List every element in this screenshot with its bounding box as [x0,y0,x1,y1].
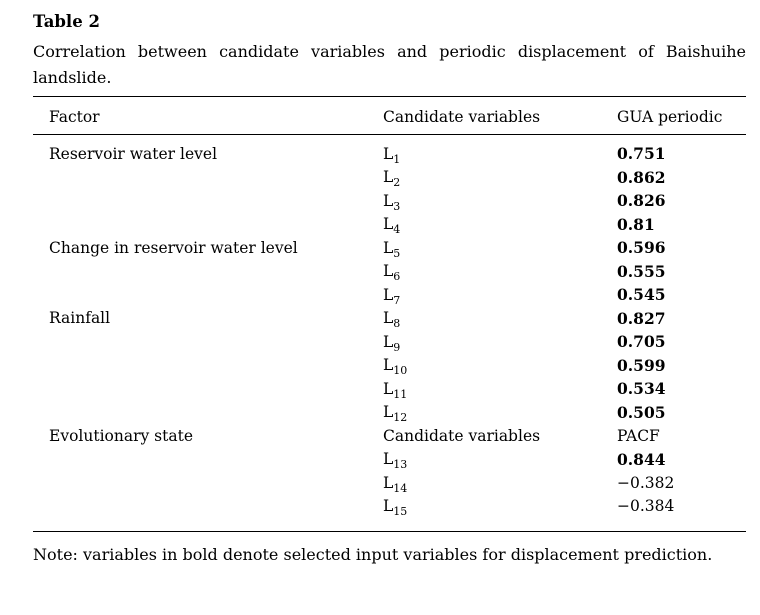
variable-cell: L1 [383,144,401,166]
factor-cell [33,189,383,213]
table-row: L10 0.599 [33,354,746,378]
value-cell: 0.827 [617,308,666,328]
value-cell: 0.599 [617,355,666,375]
value-cell: 0.596 [617,238,666,258]
variable-cell: L8 [383,309,401,331]
table-header: Factor Candidate variables GUA periodic [33,96,746,135]
factor-cell [33,330,383,354]
value-cell: 0.534 [617,379,666,399]
value-cell: −0.382 [617,473,675,492]
variable-cell: L6 [383,262,401,284]
variable-subscript: 5 [393,246,401,260]
value-cell: 0.826 [617,191,666,211]
table-row: L4 0.81 [33,213,746,237]
factor-cell [33,260,383,284]
table-row: Evolutionary state Candidate variables PAC… [33,424,746,448]
variable-subscript: 3 [393,199,401,213]
value-cell: 0.844 [617,449,666,469]
variable-subscript: 7 [393,293,401,307]
variable-subscript: 9 [393,340,401,354]
value-cell: 0.545 [617,285,666,305]
value-cell: 0.555 [617,261,666,281]
factor-cell: Rainfall [49,309,111,328]
header-row: Factor Candidate variables GUA periodic [33,96,746,135]
factor-cell [33,377,383,401]
variable-cell: L4 [383,215,401,237]
value-cell: 0.705 [617,332,666,352]
factor-cell: Reservoir water level [49,144,218,163]
table-label: Table 2 [33,12,100,31]
factor-cell [33,448,383,472]
factor-cell: Evolutionary state [49,426,194,445]
variable-cell: L7 [383,285,401,307]
variable-subscript: 12 [393,411,408,425]
table-row: Change in reservoir water level L5 0.596 [33,236,746,260]
variable-cell: L10 [383,356,408,378]
variable-cell: L11 [383,379,408,401]
value-cell: 0.81 [617,214,655,234]
variable-subscript: 6 [393,270,401,284]
factor-cell [33,354,383,378]
table-row: L7 0.545 [33,283,746,307]
table-note: Note: variables in bold denote selected … [33,545,713,564]
factor-cell: Change in reservoir water level [49,238,298,257]
factor-cell [33,166,383,190]
variable-cell: L14 [383,473,408,495]
table-row: L6 0.555 [33,260,746,284]
variable-cell: L13 [383,450,408,472]
column-header-gua-periodic: GUA periodic [617,96,746,135]
table-row: L14 −0.382 [33,471,746,495]
table-row: L3 0.826 [33,189,746,213]
column-header-candidate-variables: Candidate variables [383,96,617,135]
variable-subscript: 11 [393,387,408,401]
variable-subscript: 8 [393,317,401,331]
variable-cell: L12 [383,403,408,425]
table-caption: Correlation between candidate variables … [33,42,746,87]
paper-table-figure: Table 2 Correlation between candidate va… [33,12,746,564]
variable-cell: L3 [383,191,401,213]
variable-cell: L5 [383,238,401,260]
variable-subscript: 4 [393,223,401,237]
factor-cell [33,495,383,532]
table-row: L9 0.705 [33,330,746,354]
value-cell: −0.384 [617,497,675,516]
factor-cell [33,471,383,495]
correlation-table: Factor Candidate variables GUA periodic … [33,96,746,532]
factor-cell [33,283,383,307]
factor-cell [33,213,383,237]
value-cell: 0.751 [617,144,666,164]
table-row: L13 0.844 [33,448,746,472]
variable-cell: Candidate variables [383,426,541,445]
variable-subscript: 1 [393,152,401,166]
table-row: L12 0.505 [33,401,746,425]
value-cell: PACF [617,426,660,445]
table-row: Rainfall L8 0.827 [33,307,746,331]
column-header-factor: Factor [33,96,383,135]
variable-subscript: 2 [393,176,401,190]
variable-cell: L9 [383,332,401,354]
value-cell: 0.862 [617,167,666,187]
variable-subscript: 13 [393,458,408,472]
table-row: Reservoir water level L1 0.751 [33,135,746,166]
table-row: L2 0.862 [33,166,746,190]
table-row: L15 −0.384 [33,495,746,532]
table-body: Reservoir water level L1 0.751 L2 0.862 L3 0.8… [33,135,746,532]
factor-cell [33,401,383,425]
variable-subscript: 10 [393,364,408,378]
value-cell: 0.505 [617,402,666,422]
variable-cell: L15 [383,497,408,519]
variable-subscript: 15 [393,505,408,519]
variable-cell: L2 [383,168,401,190]
table-row: L11 0.534 [33,377,746,401]
variable-subscript: 14 [393,481,408,495]
